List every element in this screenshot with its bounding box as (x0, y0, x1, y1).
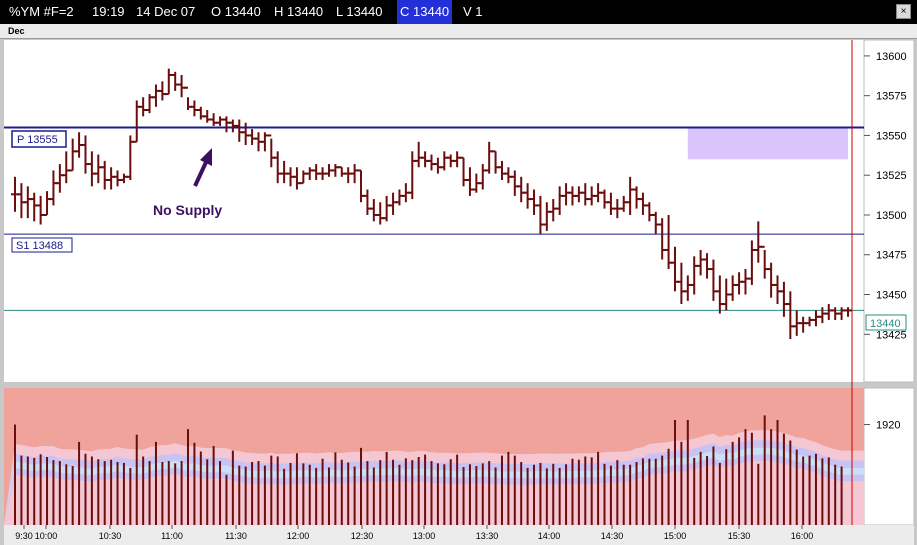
time-tick-label: 9:30 (15, 531, 33, 541)
volume-tick-label: 1920 (876, 420, 900, 432)
time-tick-label: 11:30 (225, 531, 247, 541)
time-axis-panel (4, 525, 914, 545)
title-bar: %YM #F=2 19:19 14 Dec 07 O 13440 H 13440… (0, 0, 917, 24)
low-label: L 13440 (336, 4, 383, 19)
s1-label: S1 13488 (16, 240, 63, 252)
volume-label: V 1 (463, 4, 483, 19)
time-tick-label: 12:30 (351, 531, 374, 541)
price-panel (4, 40, 864, 382)
volume-bars (14, 415, 843, 525)
price-chart[interactable]: 13425 13450 13475 13500 13525 13550 13575 13600… (0, 38, 917, 545)
period-bar: Dec (0, 24, 917, 39)
pivot-label-box (11, 130, 67, 148)
close-icon[interactable]: × (896, 4, 911, 19)
high-label: H 13440 (274, 4, 324, 19)
price-tick-label: 13500 (876, 210, 907, 222)
last-price-label: 13440 (870, 318, 901, 330)
price-tick-label: 13450 (876, 290, 907, 302)
s1-label-box (11, 237, 73, 253)
time-tick-label: 10:00 (35, 531, 58, 541)
pivot-label: P 13555 (17, 134, 58, 146)
volume-axis-panel (863, 387, 915, 526)
time-tick-label: 12:00 (287, 531, 310, 541)
symbol-label: %YM #F=2 (9, 4, 74, 19)
annotation-text: No Supply (153, 202, 222, 218)
date-label: 14 Dec 07 (136, 4, 196, 19)
ohlc-bars (11, 68, 852, 340)
time-tick-label: 14:30 (601, 531, 624, 541)
price-tick-label: 13525 (876, 170, 907, 182)
price-tick-label: 13475 (876, 250, 907, 262)
period-label: Dec (8, 26, 25, 36)
time-tick-label: 10:30 (99, 531, 122, 541)
time-tick-label: 11:00 (161, 531, 183, 541)
volume-bands (4, 388, 864, 525)
price-tick-label: 13550 (876, 130, 907, 142)
time-tick-label: 15:00 (664, 531, 687, 541)
price-tick-label: 13600 (876, 51, 907, 63)
time-label: 19:19 (92, 4, 125, 19)
time-tick-label: 15:30 (728, 531, 751, 541)
price-ticks: 13425 13450 13475 13500 13525 13550 13575 13600 (864, 51, 907, 341)
time-tick-label: 16:00 (791, 531, 814, 541)
volume-ticks: 1920 (864, 420, 900, 432)
annotation-arrow-head (200, 148, 212, 166)
time-tick-label: 13:00 (413, 531, 436, 541)
open-label: O 13440 (211, 4, 261, 19)
close-label: C 13440 (397, 0, 453, 24)
price-tick-label: 13575 (876, 91, 907, 103)
highlight-zone (687, 127, 848, 160)
price-tick-label: 13425 (876, 329, 907, 341)
last-price-box (865, 314, 907, 331)
time-tick-label: 14:00 (538, 531, 561, 541)
time-ticks: 9:30 10:00 10:30 11:00 11:30 12:00 12:30 13:00 1… (15, 525, 813, 541)
annotation-arrow (193, 159, 209, 187)
time-tick-label: 13:30 (476, 531, 499, 541)
ohlc-bar (844, 307, 852, 317)
